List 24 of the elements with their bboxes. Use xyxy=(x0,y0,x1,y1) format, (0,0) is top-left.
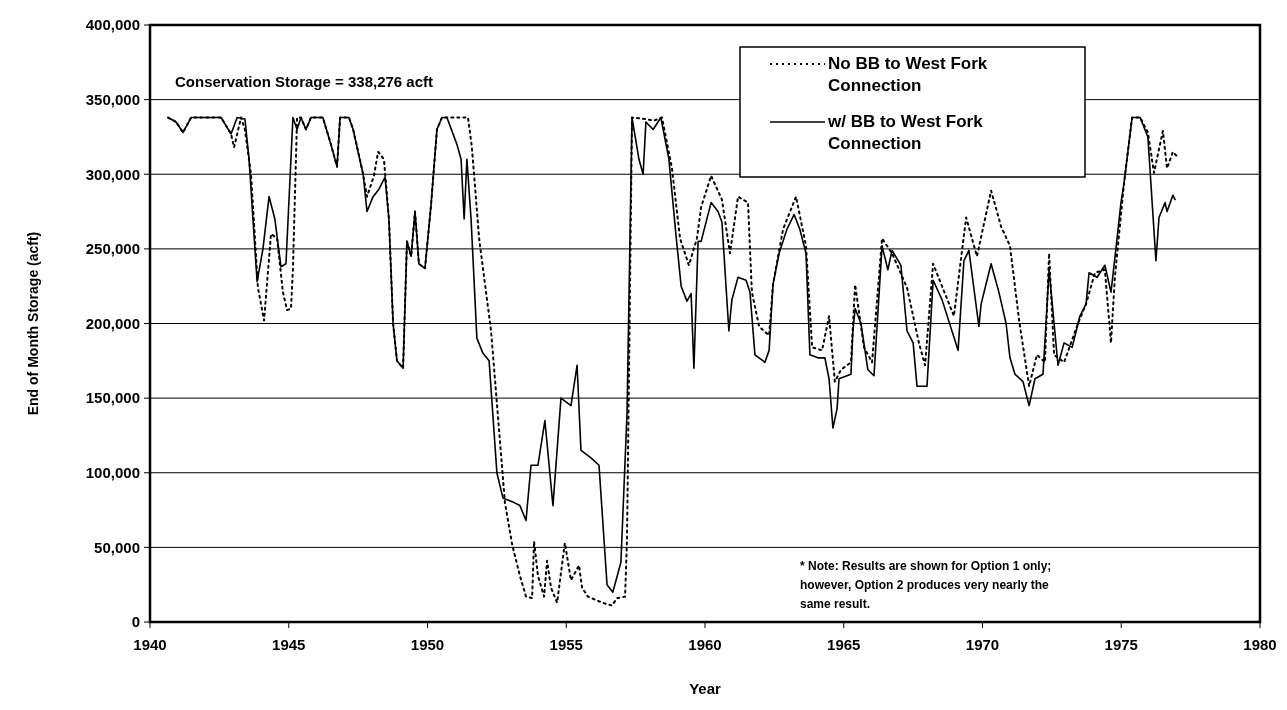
y-tick-label: 100,000 xyxy=(85,464,140,481)
legend-label: w/ BB to West Fork Connection xyxy=(827,112,984,153)
x-tick-label: 1960 xyxy=(688,636,722,653)
legend-label: No BB to West Fork Connection xyxy=(828,54,988,95)
y-axis-title: End of Month Storage (acft) xyxy=(25,231,41,416)
y-tick-label: 400,000 xyxy=(85,16,140,34)
x-axis-title: Year xyxy=(689,680,722,697)
y-tick-label: 0 xyxy=(131,613,140,631)
y-tick-label: 250,000 xyxy=(85,240,140,258)
y-tick-label: 350,000 xyxy=(85,90,140,108)
x-tick-label: 1945 xyxy=(272,636,306,653)
y-tick-label: 200,000 xyxy=(85,314,140,332)
y-tick-label: 50,000 xyxy=(94,538,140,556)
x-tick-label: 1950 xyxy=(410,636,445,653)
x-tick-label: 1965 xyxy=(827,636,861,653)
annotation: * Note: Results are shown for Option 1 only; however, Option 2 produces very nearly the same result. xyxy=(800,559,1052,611)
y-tick-label: 300,000 xyxy=(85,165,140,183)
x-tick-label: 1940 xyxy=(133,636,167,653)
x-tick-label: 1975 xyxy=(1104,636,1138,653)
x-tick-label: 1955 xyxy=(549,636,583,653)
x-tick-label: 1980 xyxy=(1243,636,1277,653)
y-tick-label: 150,000 xyxy=(85,389,140,407)
annotation: Conservation Storage = 338,276 acft xyxy=(175,73,434,90)
x-tick-label: 1970 xyxy=(965,636,1000,653)
